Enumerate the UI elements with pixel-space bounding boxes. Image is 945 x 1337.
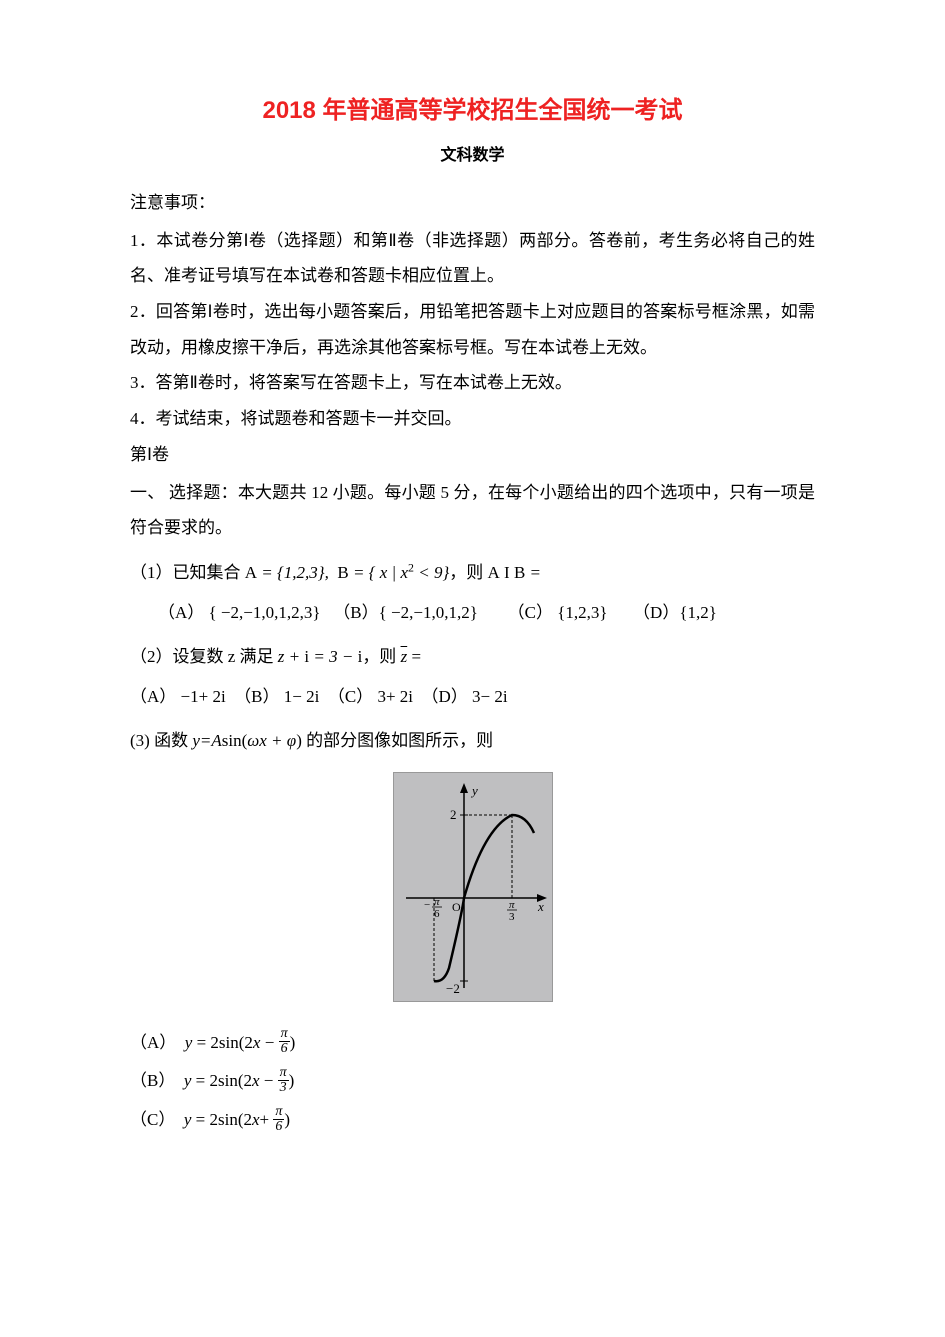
exam-subtitle: 文科数学 bbox=[130, 141, 815, 165]
q3-a-num: π bbox=[279, 1027, 290, 1042]
q3-a-den: 6 bbox=[279, 1042, 290, 1056]
q3-a-frac: π6 bbox=[279, 1027, 290, 1056]
instruction-3: 3．答第Ⅱ卷时，将答案写在答题卡上，写在本试卷上无效。 bbox=[130, 365, 815, 401]
svg-text:O: O bbox=[452, 900, 461, 914]
q3-c-den: 6 bbox=[273, 1120, 284, 1134]
q3-option-b: （B） y = 2sin(2x − π3) bbox=[130, 1066, 815, 1097]
svg-text:−: − bbox=[424, 899, 430, 911]
q3-b-prefix: （B） y = 2sin(2x − bbox=[130, 1071, 278, 1090]
q3-b-den: 3 bbox=[278, 1081, 289, 1095]
q2-eq: = bbox=[407, 647, 421, 666]
svg-text:3: 3 bbox=[509, 911, 515, 923]
svg-text:6: 6 bbox=[434, 908, 440, 920]
svg-text:−2: −2 bbox=[446, 981, 460, 996]
q2-option-c: （C） 3+ 2i bbox=[328, 687, 413, 706]
q3-b-suffix: ) bbox=[289, 1071, 295, 1090]
q3-a-suffix: ) bbox=[290, 1033, 296, 1052]
q2-stem-prefix: （2）设复数 z 满足 bbox=[130, 647, 278, 666]
q3-b-num: π bbox=[278, 1066, 289, 1081]
part-label: 第Ⅰ卷 bbox=[130, 437, 815, 473]
q2-option-b: （B） 1− 2i bbox=[234, 687, 319, 706]
graph-svg: y x O 2 −2 − π 6 π 3 bbox=[394, 773, 554, 1003]
question-2: （2）设复数 z 满足 z + i = 3 − i，则 z = bbox=[130, 640, 815, 674]
svg-text:x: x bbox=[537, 899, 544, 914]
q1-math: A = {1,2,3}, B = { x | x2 < 9} bbox=[245, 563, 450, 582]
q2-stem-mid: ，则 bbox=[362, 647, 400, 666]
q1-options: （A） { −2,−1,0,1,2,3} （B）{ −2,−1,0,1,2} （… bbox=[158, 596, 815, 630]
q3-option-c: （C） y = 2sin(2x+ π6) bbox=[130, 1105, 815, 1136]
q3-stem-suffix: 的部分图像如图所示，则 bbox=[302, 731, 493, 750]
section-header: 一、 选择题：本大题共 12 小题。每小题 5 分，在每个小题给出的四个选项中，… bbox=[130, 475, 815, 546]
instruction-2: 2．回答第Ⅰ卷时，选出每小题答案后，用铅笔把答题卡上对应题目的答案标号框涂黑，如… bbox=[130, 294, 815, 365]
q1-option-a: （A） { −2,−1,0,1,2,3} bbox=[158, 603, 321, 622]
q3-math: y=Asin(ωx + φ) bbox=[192, 731, 302, 750]
q2-math: z + i = 3 − i bbox=[278, 647, 363, 666]
function-graph: y x O 2 −2 − π 6 π 3 bbox=[393, 772, 553, 1002]
q2-option-a: （A） −1+ 2i bbox=[130, 687, 226, 706]
q1-expr: A I B = bbox=[488, 563, 542, 582]
notice-header: 注意事项： bbox=[130, 185, 815, 221]
q3-a-prefix: （A） y = 2sin(2x − bbox=[130, 1033, 279, 1052]
q3-c-frac: π6 bbox=[273, 1105, 284, 1134]
q2-options: （A） −1+ 2i （B） 1− 2i （C） 3+ 2i （D） 3− 2i bbox=[130, 680, 815, 714]
q3-stem-prefix: (3) 函数 bbox=[130, 731, 192, 750]
svg-text:2: 2 bbox=[450, 807, 457, 822]
q3-option-a: （A） y = 2sin(2x − π6) bbox=[130, 1028, 815, 1059]
svg-text:y: y bbox=[470, 783, 478, 798]
svg-text:π: π bbox=[509, 899, 515, 911]
exam-title: 2018 年普通高等学校招生全国统一考试 bbox=[130, 90, 815, 125]
q3-c-num: π bbox=[273, 1105, 284, 1120]
question-1: （1）已知集合 A = {1,2,3}, B = { x | x2 < 9}，则… bbox=[130, 556, 815, 590]
question-3: (3) 函数 y=Asin(ωx + φ) 的部分图像如图所示，则 bbox=[130, 724, 815, 758]
q2-option-d: （D） 3− 2i bbox=[422, 687, 508, 706]
q3-c-suffix: ) bbox=[284, 1110, 290, 1129]
q1-option-b: （B）{ −2,−1,0,1,2} bbox=[333, 603, 478, 622]
svg-text:π: π bbox=[434, 896, 440, 908]
q3-b-frac: π3 bbox=[278, 1066, 289, 1095]
q1-option-c: （C） {1,2,3} bbox=[508, 603, 608, 622]
instruction-1: 1．本试卷分第Ⅰ卷（选择题）和第Ⅱ卷（非选择题）两部分。答卷前，考生务必将自己的… bbox=[130, 223, 815, 294]
q3-c-prefix: （C） y = 2sin(2x+ bbox=[130, 1110, 273, 1129]
graph-container: y x O 2 −2 − π 6 π 3 bbox=[130, 772, 815, 1008]
q1-stem-prefix: （1）已知集合 bbox=[130, 563, 245, 582]
q1-stem-mid: ，则 bbox=[449, 563, 487, 582]
instruction-4: 4．考试结束，将试题卷和答题卡一并交回。 bbox=[130, 401, 815, 437]
q1-option-d: （D）{1,2} bbox=[633, 603, 717, 622]
